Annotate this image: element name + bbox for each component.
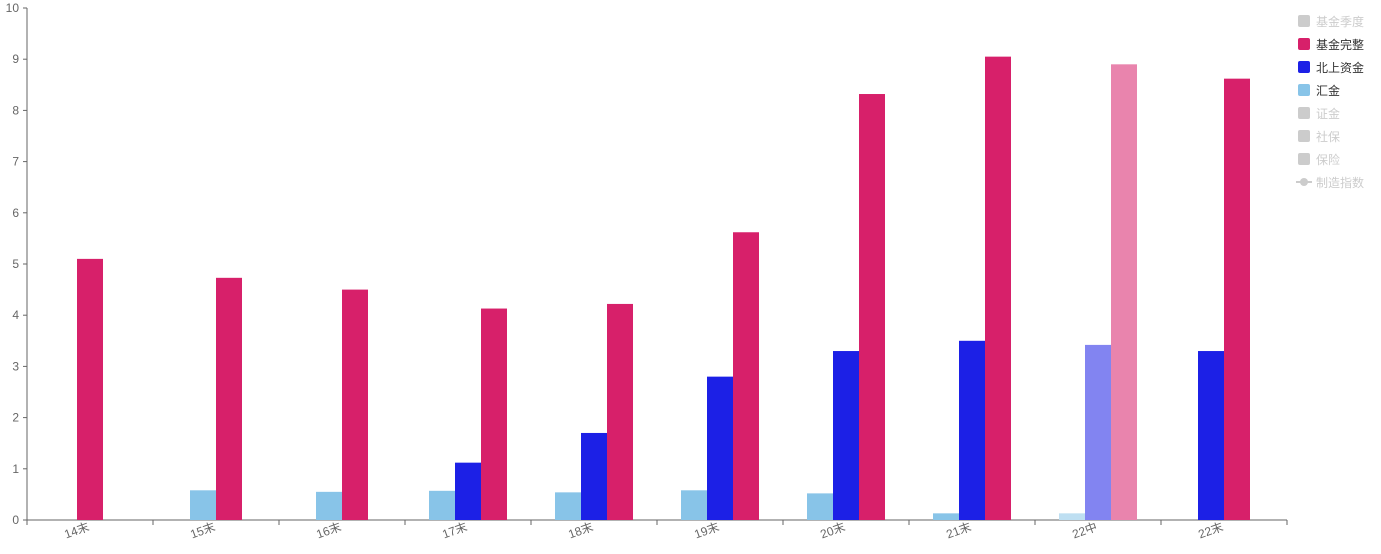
bar-northbound[interactable] [959, 341, 985, 520]
bar-fund_complete[interactable] [77, 259, 103, 520]
y-tick-label: 2 [12, 411, 19, 425]
legend-label: 制造指数 [1316, 175, 1364, 190]
y-tick-label: 4 [12, 308, 19, 322]
legend-swatch-icon [1298, 153, 1310, 165]
y-tick-label: 5 [12, 257, 19, 271]
bar-northbound[interactable] [455, 463, 481, 520]
y-tick-label: 1 [12, 462, 19, 476]
bar-fund_complete[interactable] [985, 57, 1011, 520]
legend-label: 基金完整 [1316, 37, 1364, 52]
x-tick-label: 22末 [1196, 520, 1225, 542]
x-tick-label: 18末 [566, 520, 595, 542]
bar-huijin[interactable] [316, 492, 342, 520]
legend-swatch-icon [1298, 84, 1310, 96]
x-tick-label: 19末 [692, 520, 721, 542]
x-tick-label: 20末 [818, 520, 847, 542]
bar-northbound[interactable] [1085, 345, 1111, 520]
bar-northbound[interactable] [833, 351, 859, 520]
legend-label: 证金 [1316, 106, 1340, 121]
legend-swatch-icon [1298, 130, 1310, 142]
bar-northbound[interactable] [707, 377, 733, 520]
legend-item-mfg_index[interactable]: 制造指数 [1296, 175, 1364, 190]
bar-huijin[interactable] [807, 493, 833, 520]
x-tick-label: 16末 [314, 520, 343, 542]
legend-item-shebao[interactable]: 社保 [1298, 129, 1340, 144]
bar-northbound[interactable] [1198, 351, 1224, 520]
bar-huijin[interactable] [429, 491, 455, 520]
y-tick-label: 8 [12, 103, 19, 117]
bar-huijin[interactable] [1059, 513, 1085, 520]
bar-huijin[interactable] [681, 490, 707, 520]
x-tick-label: 15末 [188, 520, 217, 542]
bar-fund_complete[interactable] [481, 309, 507, 520]
bar-northbound[interactable] [581, 433, 607, 520]
bar-fund_complete[interactable] [1224, 79, 1250, 520]
legend-swatch-icon [1298, 38, 1310, 50]
y-tick-label: 0 [12, 513, 19, 527]
legend-item-fund_complete[interactable]: 基金完整 [1298, 37, 1364, 52]
legend-item-insurance[interactable]: 保险 [1298, 152, 1340, 167]
bar-huijin[interactable] [933, 513, 959, 520]
x-tick-label: 22中 [1070, 519, 1099, 542]
legend-item-huijin[interactable]: 汇金 [1298, 83, 1340, 98]
legend-swatch-icon [1298, 107, 1310, 119]
bar-chart: 0 1 2 3 4 5 6 7 8 9 10 14末 15末 16末 17末 18末 19末 20末 21末 22中 2… [0, 0, 1381, 554]
legend-item-northbound[interactable]: 北上资金 [1298, 60, 1364, 75]
legend-label: 北上资金 [1316, 60, 1364, 75]
bar-huijin[interactable] [555, 492, 581, 520]
x-tick-label: 21末 [944, 520, 973, 542]
bar-fund_complete[interactable] [859, 94, 885, 520]
y-tick-label: 7 [12, 155, 19, 169]
y-tick-label: 9 [12, 52, 19, 66]
y-tick-label: 6 [12, 206, 19, 220]
x-tick-label: 17末 [440, 520, 469, 542]
legend-swatch-icon [1298, 61, 1310, 73]
legend-label: 基金季度 [1316, 14, 1364, 29]
legend-item-fund_quarter[interactable]: 基金季度 [1298, 14, 1364, 29]
legend-swatch-icon [1298, 15, 1310, 27]
bar-fund_complete[interactable] [733, 232, 759, 520]
bar-fund_complete[interactable] [1111, 64, 1137, 520]
x-tick-label: 14末 [62, 520, 91, 542]
legend-label: 汇金 [1316, 83, 1340, 98]
legend-label: 保险 [1316, 152, 1340, 167]
bar-fund_complete[interactable] [607, 304, 633, 520]
legend-label: 社保 [1316, 129, 1340, 144]
bar-huijin[interactable] [190, 490, 216, 520]
legend-item-zhengjin[interactable]: 证金 [1298, 106, 1340, 121]
y-tick-label: 3 [12, 359, 19, 373]
chart-container: 0 1 2 3 4 5 6 7 8 9 10 14末 15末 16末 17末 18末 19末 20末 21末 22中 2… [0, 0, 1381, 554]
bar-fund_complete[interactable] [342, 290, 368, 520]
y-tick-label: 10 [6, 1, 20, 15]
bar-fund_complete[interactable] [216, 278, 242, 520]
